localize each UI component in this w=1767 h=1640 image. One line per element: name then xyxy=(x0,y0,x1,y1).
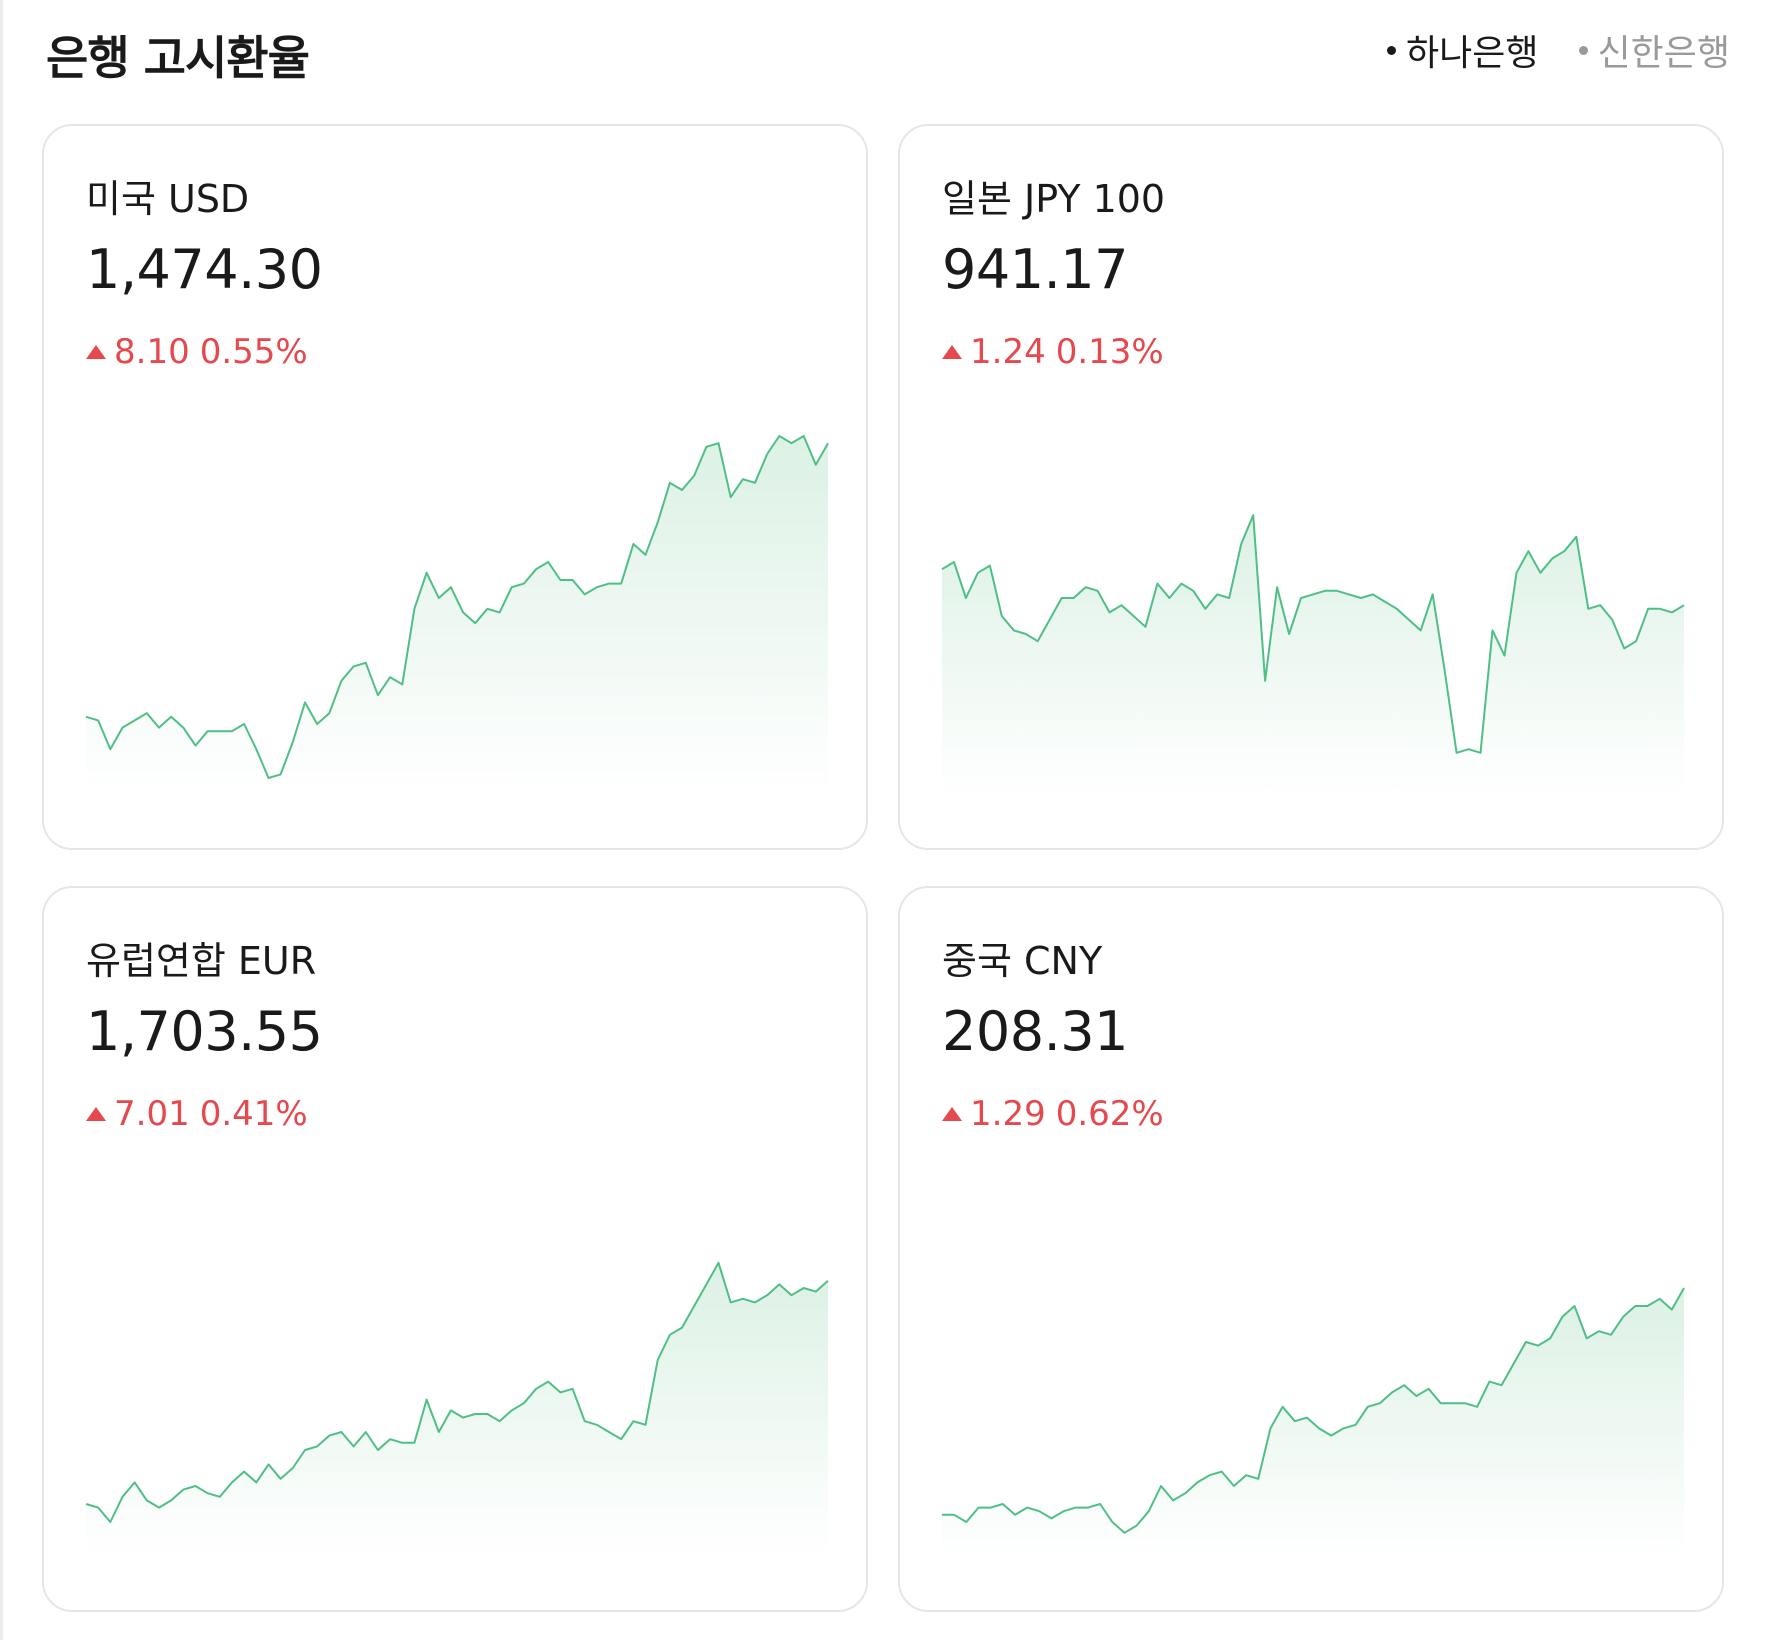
currency-name: 미국 USD xyxy=(86,177,250,221)
change-percent: 0.41% xyxy=(199,1094,308,1134)
currency-name: 일본 JPY 100 xyxy=(942,177,1166,221)
sparkline-area xyxy=(86,1262,828,1558)
up-arrow-icon xyxy=(942,345,962,359)
rate-card-cny[interactable]: 중국 CNY 208.31 1.29 0.62% xyxy=(898,886,1724,1612)
currency-name: 중국 CNY xyxy=(942,939,1103,983)
rate-change: 7.01 0.41% xyxy=(86,1094,308,1134)
sparkline-line xyxy=(941,514,1685,754)
rate-change: 1.24 0.13% xyxy=(942,332,1164,372)
bank-tab-shinhan[interactable]: 신한은행 xyxy=(1578,24,1730,76)
header: 은행 고시환율 하나은행 신한은행 xyxy=(46,18,1730,90)
up-arrow-icon xyxy=(86,345,106,359)
up-arrow-icon xyxy=(86,1107,106,1121)
exchange-rate: 208.31 xyxy=(942,1000,1128,1063)
change-amount: 8.10 xyxy=(114,332,190,372)
change-percent: 0.55% xyxy=(199,332,308,372)
change-amount: 1.24 xyxy=(970,332,1046,372)
sparkline-line xyxy=(85,1261,829,1523)
rate-card-jpy[interactable]: 일본 JPY 100 941.17 1.24 0.13% xyxy=(898,124,1724,850)
change-percent: 0.62% xyxy=(1055,1094,1164,1134)
sparkline-line xyxy=(942,1287,1685,1534)
bank-tab-hana[interactable]: 하나은행 xyxy=(1387,24,1539,76)
exchange-rate: 941.17 xyxy=(942,238,1128,301)
bank-tab-label: 신한은행 xyxy=(1597,33,1730,74)
change-amount: 7.01 xyxy=(114,1094,190,1134)
active-dot-icon xyxy=(1387,45,1397,55)
sparkline-chart xyxy=(85,1261,829,1558)
exchange-rate: 1,474.30 xyxy=(86,238,323,301)
rate-change: 8.10 0.55% xyxy=(86,332,308,372)
inactive-dot-icon xyxy=(1578,45,1588,55)
rate-card-eur[interactable]: 유럽연합 EUR 1,703.55 7.01 0.41% xyxy=(42,886,868,1612)
change-amount: 1.29 xyxy=(970,1094,1046,1134)
sparkline-area xyxy=(942,515,1684,796)
bank-tab-label: 하나은행 xyxy=(1406,33,1539,74)
sparkline-line xyxy=(85,435,829,779)
up-arrow-icon xyxy=(942,1107,962,1121)
exchange-rate: 1,703.55 xyxy=(86,1000,323,1063)
currency-name: 유럽연합 EUR xyxy=(86,939,317,983)
sparkline-area xyxy=(86,436,828,796)
rate-card-usd[interactable]: 미국 USD 1,474.30 8.10 0.55% xyxy=(42,124,868,850)
sparkline-chart xyxy=(942,1287,1685,1558)
left-border xyxy=(0,0,3,1640)
sparkline-chart xyxy=(941,514,1685,796)
page-title: 은행 고시환율 xyxy=(46,31,310,85)
rate-change: 1.29 0.62% xyxy=(942,1094,1164,1134)
change-percent: 0.13% xyxy=(1055,332,1164,372)
bank-selector: 하나은행 신한은행 xyxy=(1387,24,1730,76)
sparkline-chart xyxy=(85,435,829,796)
